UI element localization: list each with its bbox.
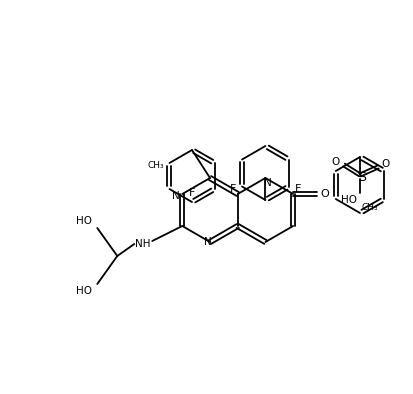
Text: HO: HO (76, 216, 92, 226)
Text: O: O (332, 157, 340, 167)
Text: N: N (172, 191, 180, 201)
Text: F: F (230, 184, 236, 193)
Text: O: O (321, 189, 330, 199)
Text: S: S (358, 171, 366, 184)
Text: CH₃: CH₃ (147, 160, 164, 169)
Text: F: F (294, 184, 301, 193)
Text: N: N (204, 237, 212, 247)
Text: HO: HO (76, 286, 92, 296)
Text: N: N (263, 178, 271, 188)
Text: NH: NH (135, 239, 150, 249)
Text: CH₃: CH₃ (362, 203, 378, 212)
Text: O: O (382, 159, 390, 169)
Text: F: F (189, 188, 195, 198)
Text: HO: HO (341, 195, 357, 205)
